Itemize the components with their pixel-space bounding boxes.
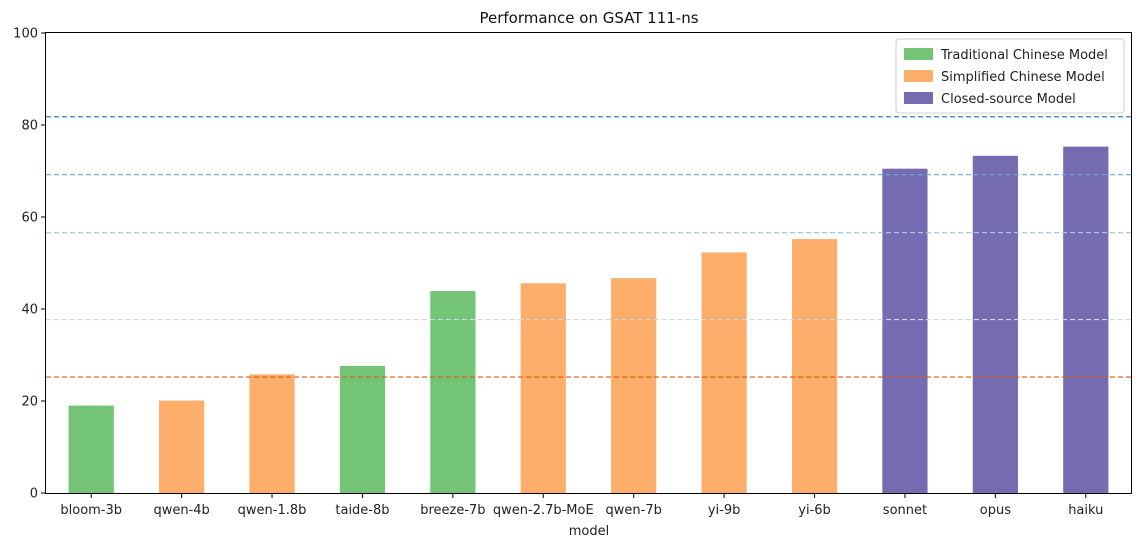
y-tick-label: 0 <box>30 487 38 502</box>
y-tick-label: 100 <box>13 27 38 42</box>
reference-lines <box>46 116 1131 378</box>
bar-qwen-7b <box>611 278 657 493</box>
x-tick-label-sonnet: sonnet <box>883 503 927 518</box>
legend: Traditional Chinese Model Simplified Chin… <box>895 38 1125 114</box>
bar-bloom-3b <box>68 405 114 493</box>
legend-swatch-traditional <box>904 48 933 60</box>
bar-qwen-4b <box>159 400 205 493</box>
bar-opus <box>972 155 1018 493</box>
y-tick-label: 60 <box>21 211 38 226</box>
x-tick-label-qwen-2.7b-MoE: qwen-2.7b-MoE <box>493 503 594 518</box>
x-tick-label-qwen-7b: qwen-7b <box>606 503 662 518</box>
bar-taide-8b <box>339 366 386 493</box>
y-axis: 0 20 40 60 80 100 <box>13 27 46 502</box>
x-tick-label-haiku: haiku <box>1068 503 1103 518</box>
bar-haiku <box>1063 146 1109 493</box>
x-tick-label-qwen-1.8b: qwen-1.8b <box>238 503 307 518</box>
bar-yi-9b <box>701 252 747 493</box>
bar-sonnet <box>882 168 928 493</box>
y-tick-label: 20 <box>21 395 38 410</box>
x-axis: bloom-3b qwen-4b qwen-1.8b taide-8b breeze-7… <box>60 493 1103 518</box>
x-tick-label-bloom-3b: bloom-3b <box>60 503 122 518</box>
legend-label-closed: Closed-source Model <box>941 92 1076 107</box>
x-tick-label-yi-9b: yi-9b <box>708 503 741 518</box>
legend-swatch-closed <box>904 92 933 104</box>
x-tick-label-opus: opus <box>980 503 1011 518</box>
x-tick-label-breeze-7b: breeze-7b <box>420 503 485 518</box>
bars <box>68 146 1109 493</box>
legend-label-traditional: Traditional Chinese Model <box>940 48 1108 63</box>
legend-label-simplified: Simplified Chinese Model <box>941 70 1105 85</box>
bar-qwen-1.8b <box>249 374 295 493</box>
legend-swatch-simplified <box>904 70 933 82</box>
x-tick-label-qwen-4b: qwen-4b <box>153 503 209 518</box>
x-tick-label-taide-8b: taide-8b <box>335 503 389 518</box>
x-axis-title: model <box>569 524 609 539</box>
bar-yi-6b <box>791 239 838 493</box>
chart-title: Performance on GSAT 111-ns <box>479 9 698 27</box>
x-tick-label-yi-6b: yi-6b <box>798 503 831 518</box>
bar-qwen-2.7b-MoE <box>520 283 566 493</box>
legend-box <box>895 38 1125 114</box>
y-tick-label: 40 <box>21 303 38 318</box>
plot-frame <box>45 32 1132 494</box>
bar-breeze-7b <box>430 291 476 493</box>
y-tick-label: 80 <box>21 119 38 134</box>
